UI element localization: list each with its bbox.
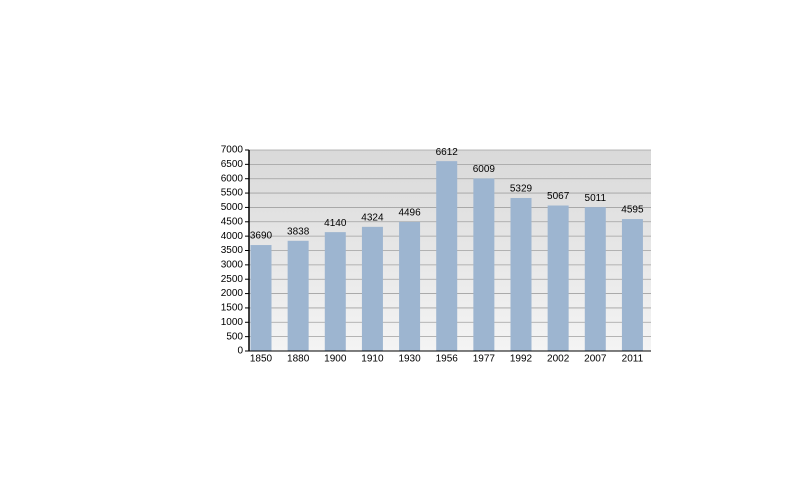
- y-tick-label: 0: [237, 346, 243, 357]
- x-tick-label: 1992: [510, 354, 533, 365]
- y-tick-label: 6500: [221, 159, 244, 170]
- data-label: 4496: [398, 208, 421, 219]
- x-tick-label: 1900: [324, 354, 347, 365]
- bar: [510, 197, 532, 351]
- data-label: 5067: [547, 191, 570, 202]
- data-label: 4595: [621, 205, 644, 216]
- data-label: 6612: [436, 147, 459, 158]
- x-tick-label: 1930: [398, 354, 421, 365]
- y-tick-label: 5000: [221, 202, 244, 213]
- y-tick-label: 3500: [221, 245, 244, 256]
- y-tick-label: 2000: [221, 288, 244, 299]
- bar: [324, 232, 346, 351]
- data-label: 3690: [250, 231, 273, 242]
- y-tick-label: 3000: [221, 259, 244, 270]
- bar: [621, 219, 643, 351]
- y-tick-label: 7000: [221, 145, 244, 156]
- y-tick-label: 1500: [221, 303, 244, 314]
- x-tick-label: 1977: [473, 354, 496, 365]
- bar: [250, 245, 272, 351]
- y-tick-label: 6000: [221, 173, 244, 184]
- data-label: 6009: [473, 164, 496, 175]
- data-label: 3838: [287, 226, 310, 237]
- x-tick-label: 1850: [250, 354, 273, 365]
- bar: [399, 221, 421, 351]
- data-label: 5329: [510, 184, 533, 195]
- data-label: 4324: [361, 212, 384, 223]
- y-tick-label: 500: [226, 331, 243, 342]
- x-tick-label: 2007: [584, 354, 607, 365]
- data-label: 5011: [585, 193, 607, 204]
- data-label: 4140: [324, 218, 347, 229]
- y-tick-label: 2500: [221, 274, 244, 285]
- y-tick-label: 4000: [221, 231, 244, 242]
- y-tick-label: 4500: [221, 216, 244, 227]
- x-tick-label: 2002: [547, 354, 570, 365]
- bar: [287, 240, 309, 351]
- x-tick-label: 2011: [622, 354, 644, 365]
- bar: [473, 178, 495, 351]
- bar: [547, 205, 569, 351]
- x-tick-label: 1910: [361, 354, 384, 365]
- bar: [436, 161, 458, 351]
- y-tick-label: 5500: [221, 188, 244, 199]
- bar: [361, 226, 383, 351]
- y-tick-label: 1000: [221, 317, 244, 328]
- x-tick-label: 1880: [287, 354, 310, 365]
- x-tick-label: 1956: [436, 354, 459, 365]
- bar: [584, 207, 606, 351]
